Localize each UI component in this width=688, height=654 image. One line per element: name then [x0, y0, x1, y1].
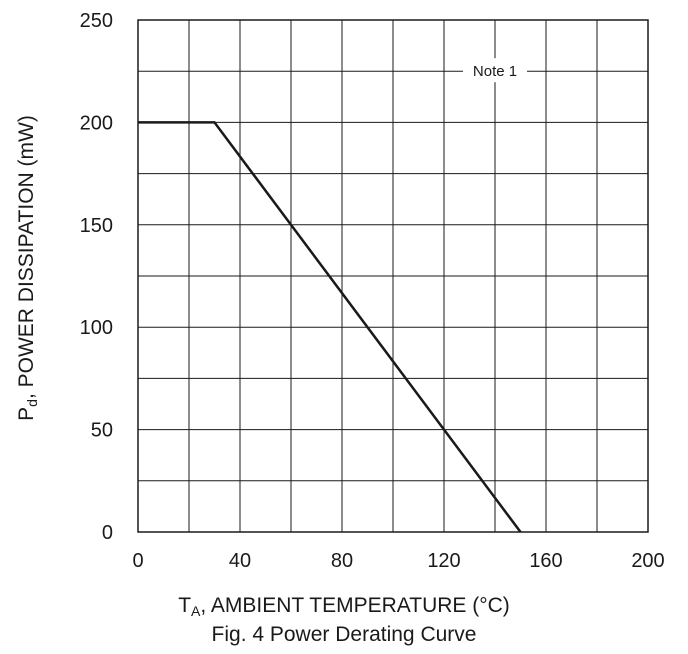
y-tick-label: 0	[102, 522, 113, 544]
grid-lines	[137, 19, 649, 533]
y-tick-label: 250	[80, 10, 113, 32]
x-axis-label: TA, AMBIENT TEMPERATURE (°C)	[0, 594, 688, 618]
y-axis-symbol: P	[15, 406, 38, 421]
x-axis-text: , AMBIENT TEMPERATURE (°C)	[200, 594, 510, 617]
note-label-background	[463, 58, 527, 83]
tick-labels: 0 40 80 120 160 200 0 50 100 150 200 250	[80, 10, 665, 572]
y-axis-subscript: d	[24, 399, 40, 407]
x-tick-label: 120	[427, 550, 460, 572]
derating-curve-line	[138, 121, 522, 533]
y-tick-label: 50	[91, 420, 113, 442]
x-tick-label: 80	[331, 550, 353, 572]
figure-caption: Fig. 4 Power Derating Curve	[211, 623, 477, 646]
x-tick-label: 40	[229, 550, 251, 572]
x-tick-label: 0	[132, 550, 143, 572]
annotations: Note 1	[463, 58, 527, 83]
y-tick-label: 150	[80, 215, 113, 237]
x-axis-symbol: T	[178, 594, 192, 617]
y-tick-label: 200	[80, 112, 113, 134]
x-tick-label: 160	[529, 550, 562, 572]
y-tick-label: 100	[80, 317, 113, 339]
y-axis-text: , POWER DISSIPATION (mW)	[15, 115, 38, 400]
note-label: Note 1	[473, 63, 517, 80]
plot-frame	[137, 19, 649, 533]
x-tick-label: 200	[631, 550, 664, 572]
series-layer	[138, 121, 522, 533]
x-axis-subscript: A	[191, 603, 201, 619]
